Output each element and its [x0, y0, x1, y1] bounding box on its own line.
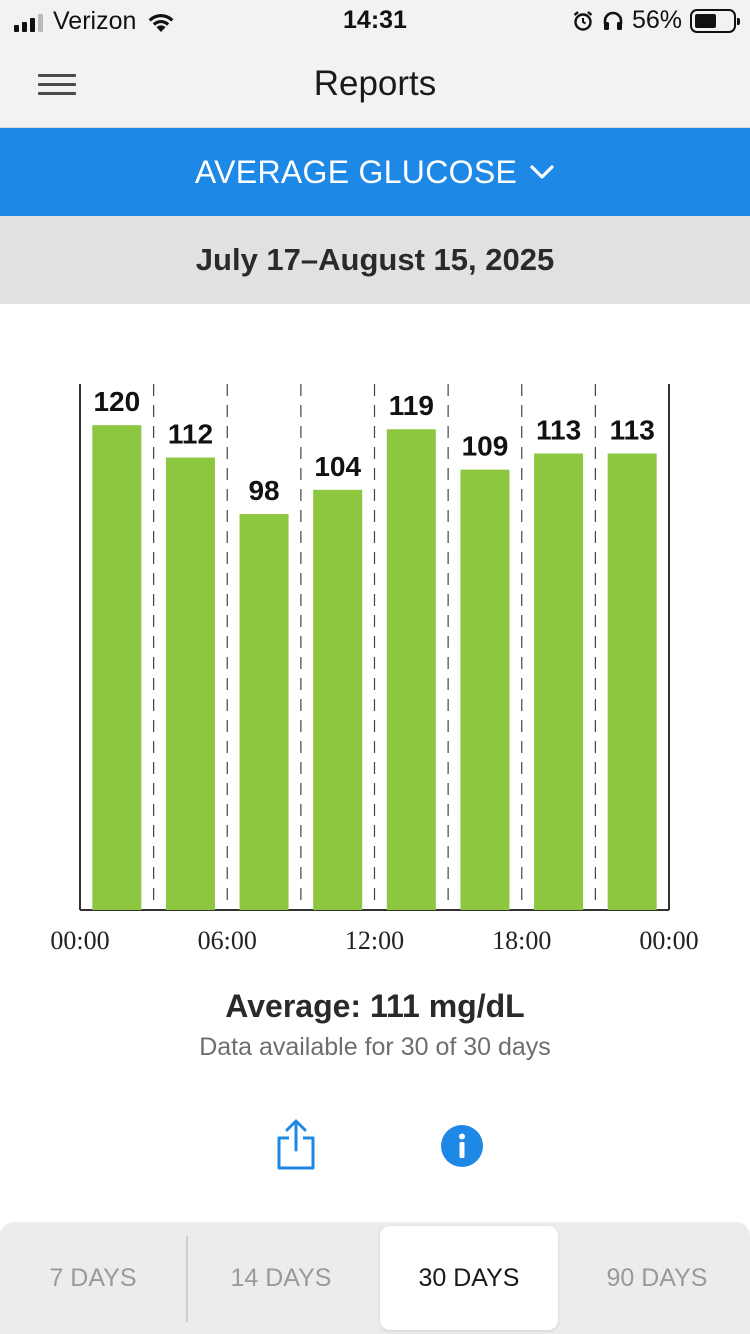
- chevron-down-icon: [530, 165, 554, 179]
- info-icon[interactable]: [440, 1124, 484, 1168]
- bar-value-label: 104: [314, 451, 361, 482]
- alarm-icon: [573, 10, 593, 31]
- date-range-label: July 17–August 15, 2025: [195, 242, 555, 277]
- hamburger-menu-icon[interactable]: [38, 72, 78, 98]
- average-value: Average: 111 mg/dL: [225, 988, 525, 1024]
- x-tick-label: 00:00: [639, 926, 698, 955]
- average-glucose-chart: 120 112 98 104 119 109 113 113 00:00 06:00 12:00 18…: [0, 304, 750, 984]
- signal-icon: [14, 12, 43, 32]
- bar-value-label: 109: [462, 431, 509, 462]
- x-tick-label: 06:00: [198, 926, 257, 955]
- chart-svg: 120 112 98 104 119 109 113 113 00:00 06:00 12:00 18…: [50, 384, 699, 955]
- tab-divider: [186, 1236, 188, 1322]
- chart-bar: [313, 489, 363, 910]
- battery-fill: [695, 13, 716, 28]
- period-tabs: 7 DAYS 14 DAYS 30 DAYS 90 DAYS: [0, 1222, 750, 1334]
- carrier-name: Verizon: [53, 7, 137, 35]
- chart-bar: [92, 425, 142, 910]
- tab-90-days[interactable]: 90 DAYS: [606, 1263, 708, 1292]
- chart-bar: [534, 453, 584, 910]
- status-right: 56%: [572, 6, 740, 35]
- bar-value-label: 98: [248, 475, 279, 506]
- bar-value-label: 120: [93, 386, 140, 417]
- chart-bar: [239, 514, 289, 910]
- chart-bar: [386, 429, 436, 910]
- status-time: 14:31: [343, 6, 407, 34]
- tab-14-days[interactable]: 14 DAYS: [230, 1263, 332, 1292]
- tab-30-days[interactable]: 30 DAYS: [380, 1226, 558, 1330]
- headphones-icon: [603, 11, 623, 30]
- tab-7-days[interactable]: 7 DAYS: [49, 1263, 137, 1292]
- battery-icon: [690, 8, 740, 33]
- bar-value-label: 113: [536, 414, 581, 445]
- chart-bar: [165, 457, 215, 910]
- bar-value-label: 113: [610, 414, 655, 445]
- data-availability: Data available for 30 of 30 days: [199, 1033, 551, 1061]
- share-icon[interactable]: [274, 1118, 318, 1172]
- chart-bar: [460, 469, 510, 910]
- average-summary: Average: 111 mg/dL Data available for 30…: [0, 988, 750, 1062]
- x-tick-label: 00:00: [50, 926, 109, 955]
- x-tick-label: 12:00: [345, 926, 404, 955]
- status-left: Verizon: [14, 7, 176, 36]
- status-bar: Verizon 14:31 56%: [0, 0, 750, 40]
- x-tick-label: 18:00: [492, 926, 551, 955]
- bar-value-label: 119: [389, 390, 434, 421]
- report-type-dropdown[interactable]: AVERAGE GLUCOSE: [0, 128, 750, 216]
- battery-percent: 56%: [631, 6, 682, 34]
- bar-value-label: 112: [168, 419, 213, 450]
- report-type-label: AVERAGE GLUCOSE: [194, 153, 518, 190]
- chart-bar: [607, 453, 657, 910]
- wifi-icon: [148, 13, 174, 32]
- page-title: Reports: [313, 64, 437, 103]
- nav-bar: Reports: [0, 40, 750, 128]
- date-range-header: July 17–August 15, 2025: [0, 216, 750, 304]
